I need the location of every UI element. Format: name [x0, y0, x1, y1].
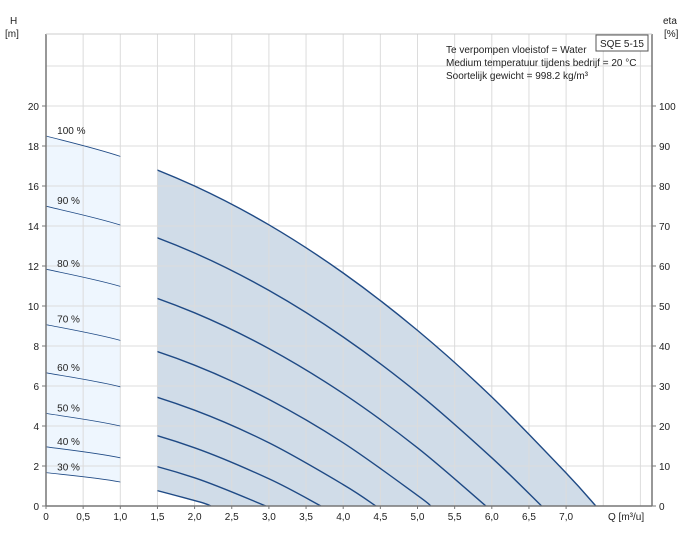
y-tick-label: 0	[33, 502, 39, 513]
annotation-density: Soortelijk gewicht = 998.2 kg/m³	[446, 71, 589, 82]
series-line-60	[46, 372, 121, 388]
y2-tick-label: 80	[659, 182, 671, 193]
x-tick-label: 4,5	[373, 512, 387, 523]
title-box	[595, 34, 649, 52]
x-tick-label: 3,0	[262, 512, 276, 523]
y2-axis-unit: [%]	[664, 29, 679, 40]
y2-tick-label: 20	[659, 422, 671, 433]
x-tick-label: 5,0	[411, 512, 425, 523]
chart-title: SQE 5-15	[600, 39, 644, 50]
series-line-100-operating	[157, 169, 597, 506]
series-line-40	[46, 446, 121, 459]
x-tick-label: 2,5	[225, 512, 239, 523]
series-line-60-operating	[157, 396, 377, 506]
series-label: 50 %	[57, 403, 80, 414]
y-tick-label: 18	[28, 142, 40, 153]
y-axis-unit: [m]	[5, 29, 19, 40]
x-tick-label: 0	[43, 512, 49, 523]
y-tick-label: 16	[28, 182, 40, 193]
series-label: 40 %	[57, 437, 80, 448]
x-tick-label: 7,0	[559, 512, 573, 523]
series-line-30-operating	[157, 489, 212, 506]
series-line-30	[46, 472, 121, 483]
y2-tick-label: 40	[659, 342, 671, 353]
series-line-80-operating	[157, 297, 487, 506]
series-line-70-operating	[157, 350, 432, 506]
region-operating-fill	[157, 170, 596, 506]
y2-tick-label: 60	[659, 262, 671, 273]
series-label: 60 %	[57, 363, 80, 374]
x-tick-label: 6,5	[522, 512, 536, 523]
series-line-50-operating	[157, 435, 322, 506]
series-line-90-operating	[157, 237, 543, 506]
x-tick-label: 3,5	[299, 512, 313, 523]
x-tick-label: 0,5	[76, 512, 90, 523]
y-tick-label: 6	[33, 382, 39, 393]
series-label: 90 %	[57, 196, 80, 207]
series-label: 80 %	[57, 259, 80, 270]
x-axis-label: Q [m³/u]	[608, 512, 644, 523]
y-tick-label: 10	[28, 302, 40, 313]
x-tick-label: 1,0	[113, 512, 127, 523]
x-tick-label: 2,0	[188, 512, 202, 523]
y2-axis-label: eta	[663, 16, 677, 27]
y2-tick-label: 100	[659, 102, 676, 113]
x-tick-label: 1,5	[150, 512, 164, 523]
annotation-temperature: Medium temperatuur tijdens bedrijf = 20 …	[446, 58, 636, 69]
y-tick-label: 8	[33, 342, 39, 353]
y2-tick-label: 70	[659, 222, 671, 233]
y-tick-label: 20	[28, 102, 40, 113]
series-line-40-operating	[157, 465, 267, 506]
y2-tick-label: 30	[659, 382, 671, 393]
x-tick-label: 5,5	[448, 512, 462, 523]
y-axis-label: H	[10, 16, 17, 27]
y-tick-label: 4	[33, 422, 39, 433]
series-label: 100 %	[57, 126, 85, 137]
y-tick-label: 2	[33, 462, 39, 473]
y2-tick-label: 90	[659, 142, 671, 153]
series-line-50	[46, 413, 121, 427]
x-tick-label: 6,0	[485, 512, 499, 523]
y-tick-label: 14	[28, 222, 40, 233]
x-tick-label: 4,0	[336, 512, 350, 523]
series-label: 70 %	[57, 315, 80, 326]
y2-tick-label: 50	[659, 302, 671, 313]
y2-tick-label: 10	[659, 462, 671, 473]
y-tick-label: 12	[28, 262, 40, 273]
series-label: 30 %	[57, 463, 80, 474]
annotation-fluid: Te verpompen vloeistof = Water	[446, 45, 587, 56]
y2-tick-label: 0	[659, 502, 665, 513]
